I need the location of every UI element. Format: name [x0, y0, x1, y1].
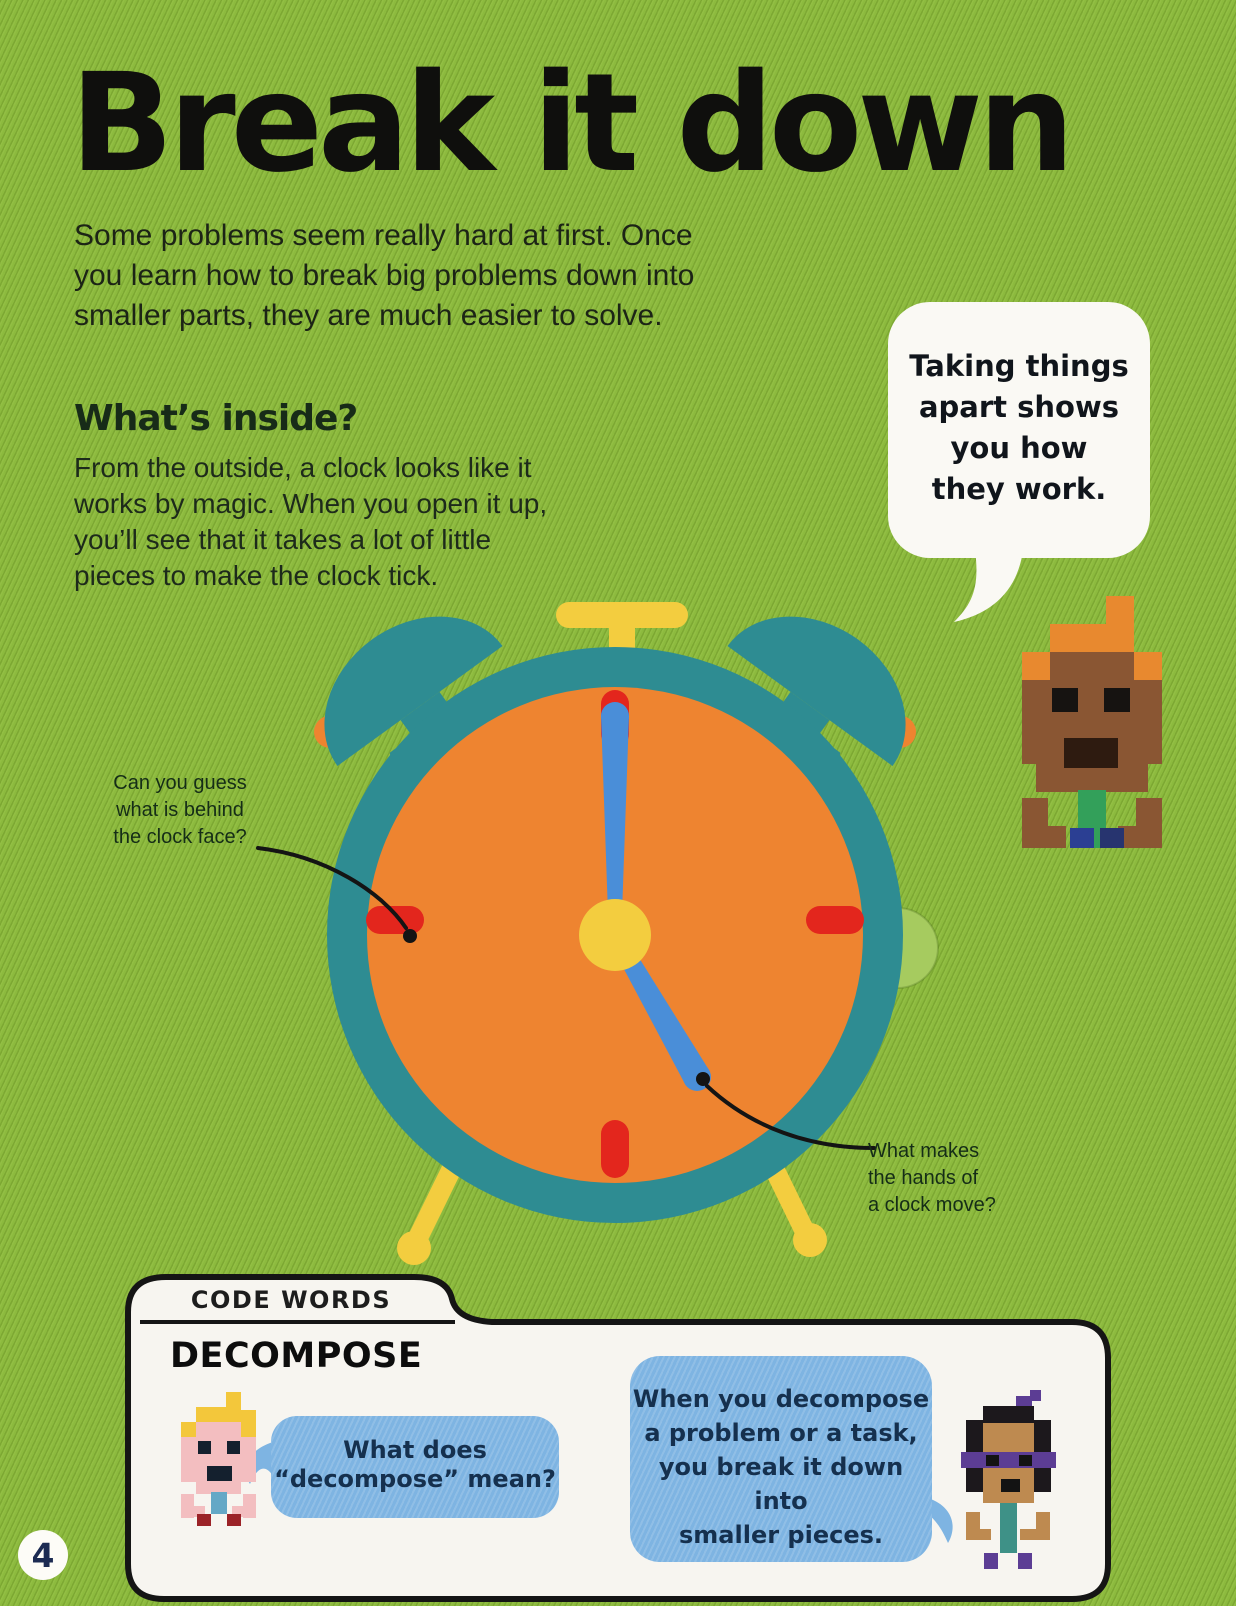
callout-clock-face: Can you guess what is behind the clock f…	[113, 772, 247, 848]
code-words-tab-label: CODE WORDS	[190, 1286, 392, 1314]
clock-center-pin	[579, 899, 651, 971]
question-bubble: What does “decompose” mean?	[271, 1416, 559, 1518]
speech-bubble: Taking things apart shows you how they w…	[888, 302, 1150, 558]
whats-inside-heading: What’s inside?	[74, 398, 358, 439]
callout-dot-face	[403, 929, 417, 943]
code-word-term: DECOMPOSE	[170, 1336, 423, 1376]
intro-paragraph: Some problems seem really hard at first.…	[74, 219, 695, 332]
page-number-badge: 4	[18, 1530, 68, 1580]
callout-dot-hand	[696, 1072, 710, 1086]
speech-bubble-tail	[954, 550, 1023, 622]
answer-bubble-tail	[928, 1498, 953, 1543]
answer-bubble: When you decompose a problem or a task, …	[630, 1356, 932, 1562]
page-title: Break it down	[70, 45, 1075, 203]
callout-lines	[256, 846, 876, 1150]
pixel-boy-icon	[1022, 596, 1162, 848]
alarm-clock-icon	[313, 602, 939, 1265]
callout-clock-hands: What makes the hands of a clock move?	[868, 1140, 996, 1216]
pixel-girl-glasses-icon	[961, 1390, 1056, 1569]
whats-inside-body: From the outside, a clock looks like it …	[74, 452, 548, 591]
pixel-girl-blonde-icon	[181, 1392, 256, 1526]
